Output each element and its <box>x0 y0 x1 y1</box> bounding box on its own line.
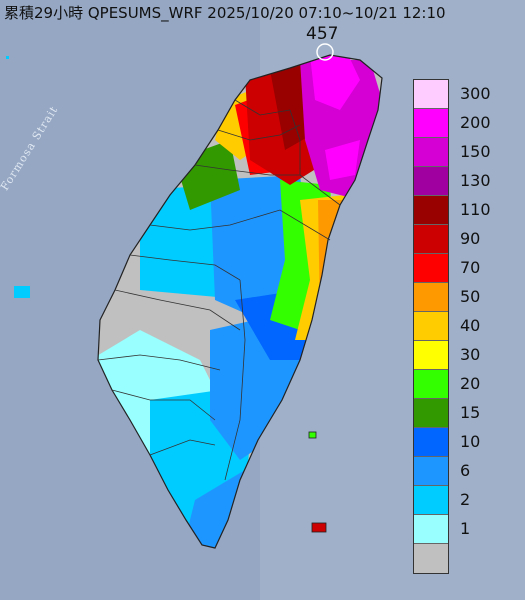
legend-label: 2 <box>460 490 471 509</box>
legend-label: 20 <box>460 374 481 393</box>
legend-label: 150 <box>460 142 491 161</box>
legend-labels: 300 200 150 130 110 90 70 50 40 30 20 15 10 6 2 1 <box>460 79 491 572</box>
offshore-speck <box>6 56 9 59</box>
legend-swatch <box>414 80 448 109</box>
legend-swatch <box>414 109 448 138</box>
legend-label: 10 <box>460 432 481 451</box>
legend-label <box>460 543 491 572</box>
legend-swatch <box>414 196 448 225</box>
legend-swatch <box>414 138 448 167</box>
legend-swatch <box>414 428 448 457</box>
legend-label: 110 <box>460 200 491 219</box>
green-island <box>311 522 327 533</box>
legend-swatch <box>414 486 448 515</box>
legend-label: 50 <box>460 287 481 306</box>
small-islet <box>308 431 317 439</box>
legend-swatch <box>414 457 448 486</box>
legend-swatch <box>414 254 448 283</box>
legend-swatch <box>414 544 448 573</box>
legend-swatch <box>414 225 448 254</box>
county-borders <box>97 99 341 481</box>
legend-label: 6 <box>460 461 471 480</box>
legend-label: 300 <box>460 84 491 103</box>
legend-swatch <box>414 370 448 399</box>
map-title: 累積29小時 QPESUMS_WRF 2025/10/20 07:10~10/2… <box>4 4 446 22</box>
legend-label: 30 <box>460 345 481 364</box>
legend-label: 130 <box>460 171 491 190</box>
max-value-marker <box>316 43 334 61</box>
max-value-label: 457 <box>306 24 339 44</box>
legend-label: 200 <box>460 113 491 132</box>
legend-swatch <box>414 341 448 370</box>
legend-swatch <box>414 167 448 196</box>
legend-swatch <box>414 283 448 312</box>
legend-label: 15 <box>460 403 481 422</box>
legend-swatch <box>414 312 448 341</box>
island-coastline <box>97 54 383 549</box>
legend-swatch <box>414 515 448 544</box>
legend-colorbar <box>413 79 449 574</box>
legend-label: 1 <box>460 519 471 538</box>
legend-label: 40 <box>460 316 481 335</box>
legend-label: 90 <box>460 229 481 248</box>
penghu-islands <box>14 286 30 298</box>
legend-label: 70 <box>460 258 481 277</box>
legend-swatch <box>414 399 448 428</box>
